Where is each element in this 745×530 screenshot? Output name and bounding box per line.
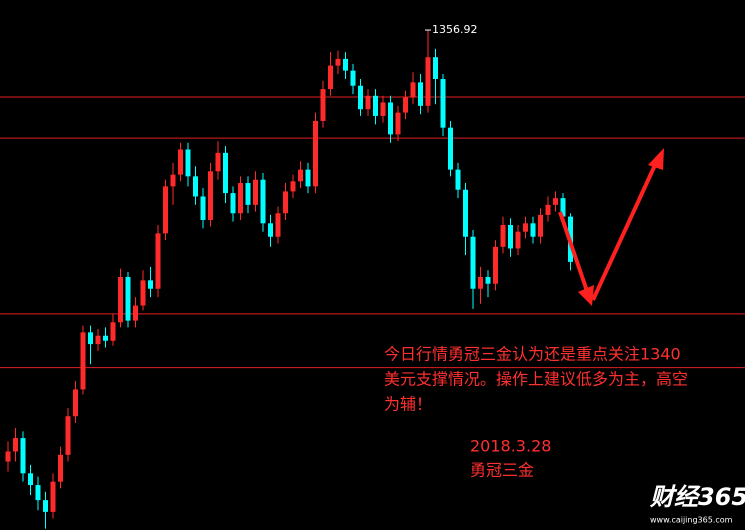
candle-body	[493, 246, 498, 284]
candle-body	[238, 183, 243, 214]
candle-body	[545, 204, 551, 215]
candle-body	[313, 120, 318, 187]
candle-body	[305, 169, 311, 187]
candle-body	[5, 451, 11, 462]
date: 2018.3.28	[470, 437, 551, 456]
candle-body	[163, 186, 168, 234]
candle-body	[110, 322, 116, 341]
candle-body	[455, 169, 461, 190]
candle-body	[395, 112, 401, 135]
candle-body	[515, 231, 521, 249]
candle-body	[200, 196, 206, 220]
candle-body	[95, 335, 101, 345]
candle-body	[380, 102, 386, 116]
candle-body	[335, 58, 341, 66]
candle-body	[508, 224, 513, 249]
arrow	[558, 164, 657, 301]
candle-body	[328, 65, 333, 90]
candle-body	[290, 181, 296, 192]
candle-body	[268, 223, 273, 237]
candle-body	[65, 416, 71, 455]
candle-body	[530, 223, 536, 237]
candle-body	[463, 189, 468, 237]
candle-body	[320, 89, 326, 121]
candle-body	[58, 454, 63, 482]
candle-body	[118, 276, 123, 323]
candle-body	[373, 95, 378, 116]
candle-body	[215, 152, 221, 172]
candle-body	[440, 79, 446, 128]
candle-body	[418, 82, 423, 106]
annotation: 美元支撑情况。操作上建议低多为主，高空	[384, 370, 688, 389]
candle-body	[448, 127, 453, 170]
candle-body	[560, 198, 566, 217]
arrow-head	[578, 285, 594, 306]
candle-body	[125, 276, 131, 321]
candle-body	[403, 97, 408, 113]
candle-body	[388, 102, 393, 135]
candle-body	[80, 332, 86, 390]
candle-body	[28, 473, 33, 486]
candle-body	[208, 171, 213, 220]
candle-body	[253, 179, 258, 205]
candle-body	[13, 438, 18, 452]
candle-body	[140, 280, 146, 306]
candle-body	[103, 335, 108, 341]
candle-body	[245, 183, 251, 205]
candle-body	[500, 224, 506, 247]
candle-body	[230, 193, 236, 214]
candle-body	[148, 280, 153, 289]
candle-body	[155, 233, 161, 289]
candle-body	[260, 179, 266, 224]
candle-body	[50, 481, 56, 512]
candle-body	[73, 389, 78, 417]
candle-body	[275, 213, 281, 237]
candle-body	[425, 57, 431, 106]
arrow-head	[648, 148, 664, 170]
annotation: 为辅！	[384, 395, 432, 414]
candle-body	[410, 82, 416, 98]
logo: 财经365	[649, 483, 745, 511]
candle-body	[343, 58, 348, 71]
candle-body	[223, 152, 228, 194]
candle-body	[350, 70, 356, 86]
candle-body	[43, 500, 48, 512]
candle-body	[283, 191, 288, 214]
candle-body	[20, 438, 26, 474]
candle-body	[88, 332, 93, 345]
candle-body	[193, 176, 198, 197]
candle-body	[170, 174, 176, 187]
candle-body	[553, 198, 558, 205]
candle-body	[478, 276, 483, 289]
author: 勇冠三金	[470, 461, 534, 480]
candle-body	[358, 85, 363, 110]
candle-body	[485, 276, 491, 284]
candle-body	[298, 169, 303, 182]
candle-body	[538, 214, 543, 237]
candle-body	[185, 149, 191, 177]
high-label: 1356.92	[432, 23, 478, 36]
candle-body	[470, 236, 476, 289]
candle-body	[35, 485, 41, 501]
candle-body	[523, 223, 528, 232]
candle-body	[133, 305, 138, 321]
annotation: 今日行情勇冠三金认为还是重点关注1340	[384, 345, 681, 364]
candle-body	[433, 57, 438, 80]
candle-body	[178, 149, 183, 175]
logo-url: www.caijing365.com	[650, 516, 733, 525]
candle-body	[365, 95, 371, 110]
